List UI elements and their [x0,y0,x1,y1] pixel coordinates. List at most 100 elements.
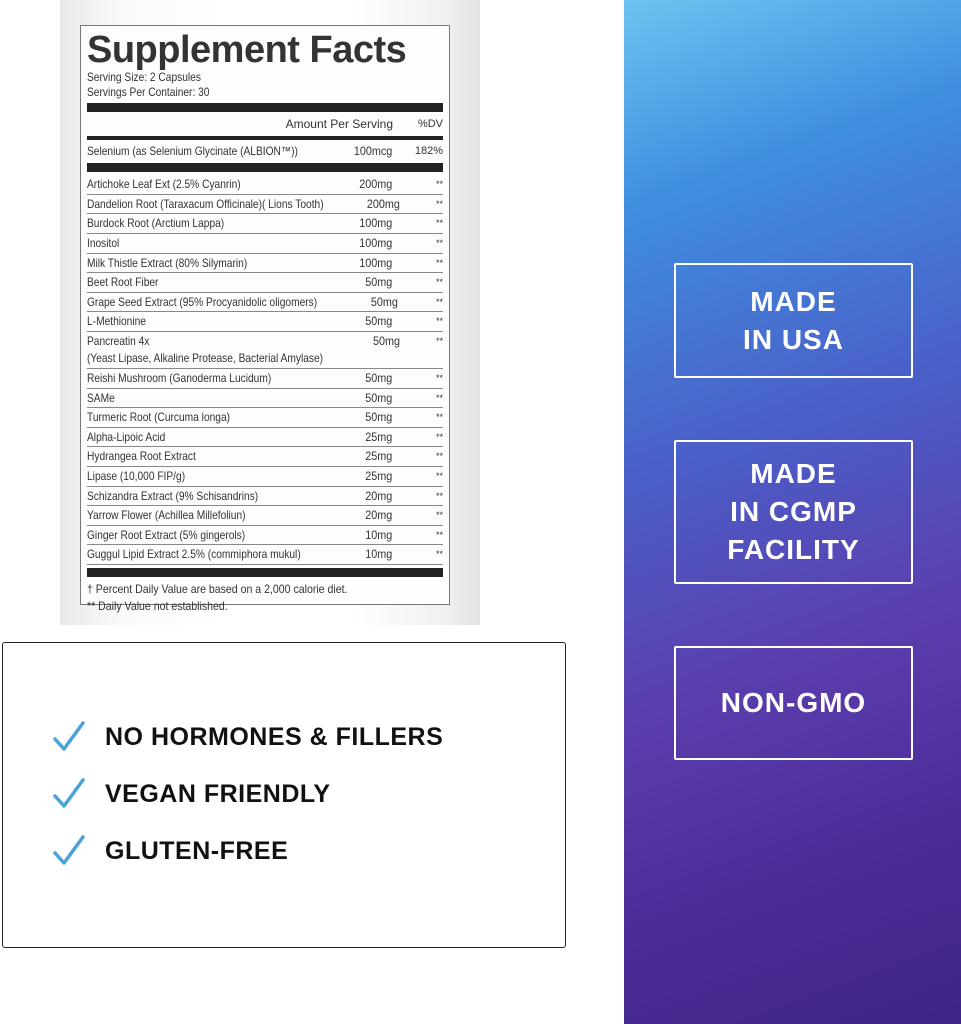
badge-line: NON-GMO [720,687,867,718]
label-title: Supplement Facts [87,29,407,71]
ingredient-row: Beet Root Fiber 50mg ** [87,273,443,293]
ingredient-dv: ** [435,257,443,268]
ingredient-dv: ** [435,179,443,190]
ingredient-name: Schizandra Extract (9% Schisandrins) [87,487,302,506]
ingredient-row: Yarrow Flower (Achillea Millefoliun) 20mg… [87,506,443,526]
ingredient-name-text: Artichoke Leaf Ext (2.5% Cyanrin) [87,177,241,192]
ingredient-row: L-Methionine 50mg ** [87,312,443,332]
feature-text: VEGAN FRIENDLY [105,779,331,808]
ingredient-dv: ** [435,198,443,209]
ingredient-name: Turmeric Root (Curcuma longa) [87,408,302,427]
feature-text: NO HORMONES & FILLERS [105,722,444,751]
ingredient-amount: 200mg [367,196,401,211]
ingredient-name: Selenium (as Selenium Glycinate (ALBION™… [87,143,298,158]
ingredient-name: Hydrangea Root Extract [87,447,302,466]
ingredient-row: Pancreatin 4x (Yeast Lipase, Alkaline Pro… [87,332,443,369]
ingredient-amount: 100mg [359,255,393,270]
ingredient-name: Guggul Lipid Extract 2.5% (commiphora mu… [87,545,302,564]
badges-panel: MADE IN USA MADE IN CGMP FACILITY NON-GMO [624,0,961,1024]
feature-item: VEGAN FRIENDLY [52,777,331,811]
ingredient-name: Dandelion Root (Taraxacum Officinale)( L… [87,195,324,214]
ingredient-amount: 100mg [359,235,393,250]
ingredient-row: Schizandra Extract (9% Schisandrins) 20mg… [87,487,443,507]
ingredient-name: Burdock Root (Arctium Lappa) [87,214,302,233]
ingredient-amount: 50mg [365,370,393,385]
ingredient-row: Grape Seed Extract (95% Procyanidolic ol… [87,293,443,313]
checkmark-icon [53,778,85,808]
footnote-not-established: ** Daily Value not established. [87,598,228,613]
ingredient-name: Reishi Mushroom (Ganoderma Lucidum) [87,369,302,388]
checkmark-icon [53,835,85,865]
ingredient-dv: ** [435,277,443,288]
selenium-row: Selenium (as Selenium Glycinate (ALBION™… [87,142,443,161]
ingredient-row: Burdock Root (Arctium Lappa) 100mg ** [87,214,443,234]
ingredient-amount: 50mg [372,333,400,348]
ingredient-name-text: Reishi Mushroom (Ganoderma Lucidum) [87,370,272,385]
badge: MADE IN CGMP FACILITY [674,440,913,584]
header-dv: %DV [417,118,443,130]
ingredient-name-text: Yarrow Flower (Achillea Millefoliun) [87,508,246,523]
ingredient-amount: 25mg [365,468,393,483]
ingredient-row: Lipase (10,000 FIP/g) 25mg ** [87,467,443,487]
divider [87,567,443,577]
ingredient-name-text: Beet Root Fiber [87,275,159,290]
ingredient-name: Alpha-Lipoic Acid [87,428,302,447]
ingredient-dv: ** [435,392,443,403]
ingredient-row: Inositol 100mg ** [87,234,443,254]
badge-line: FACILITY [727,534,860,565]
divider [87,163,443,173]
ingredient-amount: 10mg [365,547,393,562]
ingredient-name: Beet Root Fiber [87,273,302,292]
feature-item: NO HORMONES & FILLERS [52,720,443,754]
ingredient-name-text: Turmeric Root (Curcuma longa) [87,410,231,425]
ingredient-name: Artichoke Leaf Ext (2.5% Cyanrin) [87,175,302,194]
ingredient-dv: ** [435,510,443,521]
ingredient-dv: ** [435,316,443,327]
ingredient-name-text: Schizandra Extract (9% Schisandrins) [87,488,259,503]
ingredient-row: Ginger Root Extract (5% gingerols) 10mg ** [87,526,443,546]
ingredient-row: Alpha-Lipoic Acid 25mg ** [87,428,443,448]
ingredient-name-text: Dandelion Root (Taraxacum Officinale)( L… [87,196,324,211]
ingredient-dv: ** [435,412,443,423]
ingredient-name: Pancreatin 4x (Yeast Lipase, Alkaline Pro… [87,333,323,367]
features-box [2,642,566,948]
ingredient-dv: ** [435,490,443,501]
ingredient-dv: 182% [414,144,443,157]
ingredient-amount: 50mg [365,314,393,329]
ingredient-name: L-Methionine [87,312,302,331]
ingredient-amount: 25mg [365,429,393,444]
badge: NON-GMO [674,646,913,760]
feature-text: GLUTEN-FREE [105,836,289,865]
ingredient-name: Grape Seed Extract (95% Procyanidolic ol… [87,293,317,312]
supplement-facts-label: Supplement Facts Serving Size: 2 Capsule… [80,25,450,613]
header-row: Amount Per Serving %DV [87,115,443,134]
ingredient-dv: ** [435,451,443,462]
ingredient-amount: 10mg [365,527,393,542]
ingredient-amount: 50mg [365,410,393,425]
ingredient-name: Lipase (10,000 FIP/g) [87,467,302,486]
ingredient-row: Milk Thistle Extract (80% Silymarin) 100m… [87,254,443,274]
ingredient-name-text: Hydrangea Root Extract [87,449,196,464]
ingredient-name-text: L-Methionine [87,314,146,329]
header-amount: Amount Per Serving [285,117,393,131]
ingredient-dv: ** [435,296,443,307]
ingredient-amount: 100mcg [353,143,393,158]
ingredient-subtext: (Yeast Lipase, Alkaline Protease, Bacter… [87,350,324,365]
ingredient-amount: 20mg [365,488,393,503]
ingredient-amount: 50mg [370,294,398,309]
badge-line: MADE [750,285,837,317]
feature-item: GLUTEN-FREE [52,834,288,868]
ingredient-amount: 200mg [359,177,393,192]
ingredient-row: Dandelion Root (Taraxacum Officinale)( L… [87,195,443,215]
ingredient-row: Turmeric Root (Curcuma longa) 50mg ** [87,408,443,428]
ingredient-name-text: Alpha-Lipoic Acid [87,429,166,444]
ingredient-dv: ** [435,431,443,442]
ingredient-row: Guggul Lipid Extract 2.5% (commiphora mu… [87,545,443,565]
ingredient-dv: ** [435,372,443,383]
ingredient-name-text: Milk Thistle Extract (80% Silymarin) [87,255,248,270]
badge-line: IN USA [743,323,844,355]
ingredient-name: Milk Thistle Extract (80% Silymarin) [87,254,302,273]
badge-line: IN CGMP [730,496,857,527]
ingredient-dv: ** [435,470,443,481]
ingredient-amount: 100mg [359,216,393,231]
